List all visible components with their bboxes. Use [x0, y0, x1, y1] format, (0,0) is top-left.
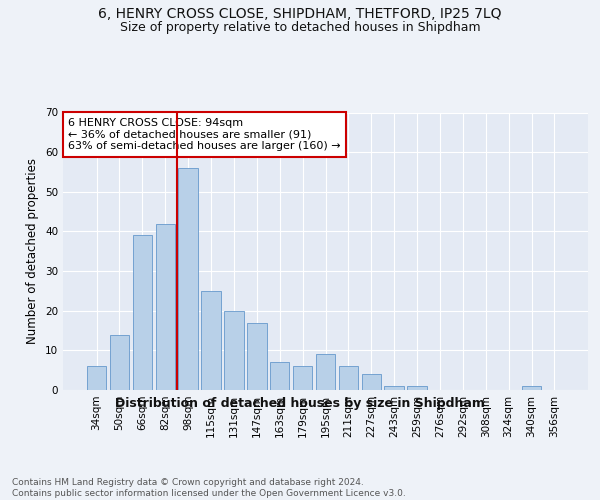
- Text: Contains HM Land Registry data © Crown copyright and database right 2024.
Contai: Contains HM Land Registry data © Crown c…: [12, 478, 406, 498]
- Bar: [270, 362, 289, 390]
- Bar: [338, 366, 358, 390]
- Bar: [247, 322, 266, 390]
- Bar: [178, 168, 198, 390]
- Bar: [110, 334, 129, 390]
- Bar: [522, 386, 541, 390]
- Bar: [385, 386, 404, 390]
- Y-axis label: Number of detached properties: Number of detached properties: [26, 158, 40, 344]
- Bar: [133, 236, 152, 390]
- Bar: [293, 366, 313, 390]
- Text: Distribution of detached houses by size in Shipdham: Distribution of detached houses by size …: [115, 398, 485, 410]
- Bar: [202, 291, 221, 390]
- Text: 6 HENRY CROSS CLOSE: 94sqm
← 36% of detached houses are smaller (91)
63% of semi: 6 HENRY CROSS CLOSE: 94sqm ← 36% of deta…: [68, 118, 341, 151]
- Bar: [407, 386, 427, 390]
- Text: 6, HENRY CROSS CLOSE, SHIPDHAM, THETFORD, IP25 7LQ: 6, HENRY CROSS CLOSE, SHIPDHAM, THETFORD…: [98, 8, 502, 22]
- Text: Size of property relative to detached houses in Shipdham: Size of property relative to detached ho…: [119, 21, 481, 34]
- Bar: [362, 374, 381, 390]
- Bar: [87, 366, 106, 390]
- Bar: [155, 224, 175, 390]
- Bar: [316, 354, 335, 390]
- Bar: [224, 310, 244, 390]
